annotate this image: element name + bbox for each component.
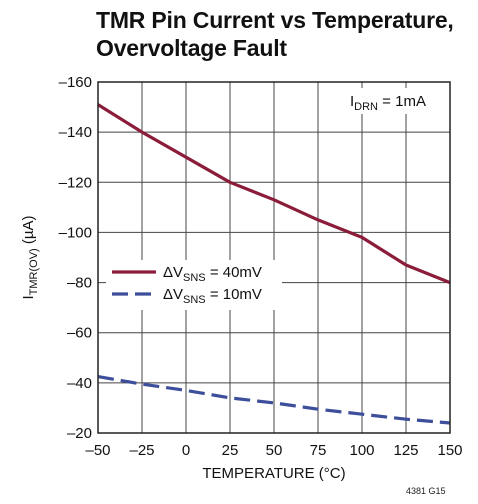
x-tick-label: 75 [310, 442, 327, 459]
tick-labels: –50 –25 0 25 50 75 100 125 150 –160 –140 –120 –100 –8… [59, 74, 463, 459]
x-tick-label: 50 [266, 442, 283, 459]
figure-code: 4381 G15 [406, 486, 446, 496]
series-line-1 [97, 375, 451, 425]
y-tick-label: –160 [59, 74, 92, 91]
y-tick-label: –120 [59, 174, 92, 191]
y-tick-label: –140 [59, 124, 92, 141]
y-tick-label: –60 [67, 325, 92, 342]
legend-label-10mv: ΔVSNS = 10mV [163, 286, 262, 306]
y-tick-label: –40 [67, 375, 92, 392]
chart-title-line-2: Overvoltage Fault [96, 35, 287, 61]
legend-label-10mv-post: = 10mV [206, 286, 262, 303]
legend-label-40mv-sub: SNS [183, 272, 206, 284]
legend-background [106, 260, 282, 310]
y-tick-label: –80 [67, 275, 92, 292]
legend-label-10mv-sub: SNS [183, 294, 206, 306]
plot-frame [97, 81, 451, 434]
condition-note-sub: DRN [354, 101, 378, 113]
condition-note-background [347, 88, 445, 114]
x-tick-label: 125 [393, 442, 418, 459]
legend-label-40mv: ΔVSNS = 40mV [163, 264, 262, 284]
x-axis-label: TEMPERATURE (°C) [202, 465, 345, 482]
legend: ΔVSNS = 40mV ΔVSNS = 10mV [106, 260, 282, 310]
x-tick-label: 150 [437, 442, 462, 459]
series-lines [97, 103, 451, 425]
y-axis-label-rest: (µA) [20, 215, 37, 248]
x-tick-label: 0 [182, 442, 190, 459]
legend-label-40mv-pre: ΔV [163, 264, 183, 281]
x-tick-label: 100 [349, 442, 374, 459]
y-axis-label-main: I [20, 295, 37, 299]
x-tick-label: –25 [129, 442, 154, 459]
y-tick-label: –100 [59, 224, 92, 241]
condition-note-rest: = 1mA [378, 93, 426, 110]
y-axis-label: ITMR(OV) (µA) [20, 215, 40, 299]
chart-title: TMR Pin Current vs Temperature, Overvolt… [96, 6, 454, 62]
condition-note: IDRN = 1mA [347, 88, 445, 114]
condition-note-text: IDRN = 1mA [350, 93, 426, 113]
chart-title-line-1: TMR Pin Current vs Temperature, [96, 7, 454, 33]
y-tick-label: –20 [67, 425, 92, 442]
condition-note-main: I [350, 93, 354, 110]
x-tick-label: 25 [222, 442, 239, 459]
series-line-0 [97, 103, 451, 285]
y-axis-label-sub: TMR(OV) [28, 248, 40, 295]
x-tick-label: –50 [85, 442, 110, 459]
grid-lines [98, 82, 450, 433]
legend-label-10mv-pre: ΔV [163, 286, 183, 303]
legend-label-40mv-post: = 40mV [206, 264, 262, 281]
